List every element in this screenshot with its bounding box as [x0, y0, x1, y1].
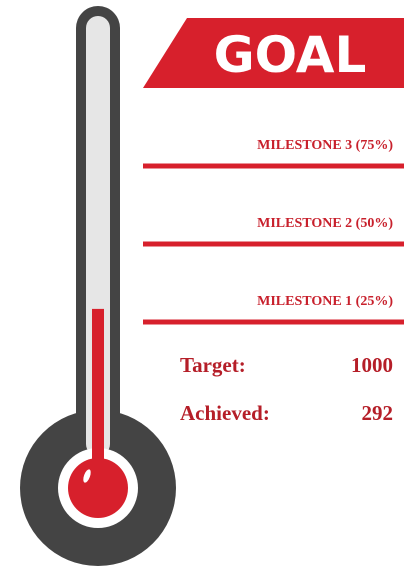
milestone-line — [143, 320, 404, 325]
target-label: Target: — [180, 353, 246, 377]
goal-title: GOAL — [214, 26, 367, 84]
achieved-label: Achieved: — [180, 401, 270, 425]
progress-fill — [92, 309, 104, 480]
thermometer-graphic: GOAL Target: 1000 Achieved: 292 MILESTON… — [0, 0, 404, 569]
milestone-label: MILESTONE 1 (25%) — [257, 294, 393, 309]
milestone-label: MILESTONE 3 (75%) — [257, 138, 393, 153]
milestone-label: MILESTONE 2 (50%) — [257, 216, 393, 231]
milestone-line — [143, 242, 404, 247]
milestone-line — [143, 164, 404, 169]
target-value: 1000 — [351, 353, 393, 377]
achieved-value: 292 — [362, 401, 394, 425]
bulb-fill — [68, 458, 128, 518]
